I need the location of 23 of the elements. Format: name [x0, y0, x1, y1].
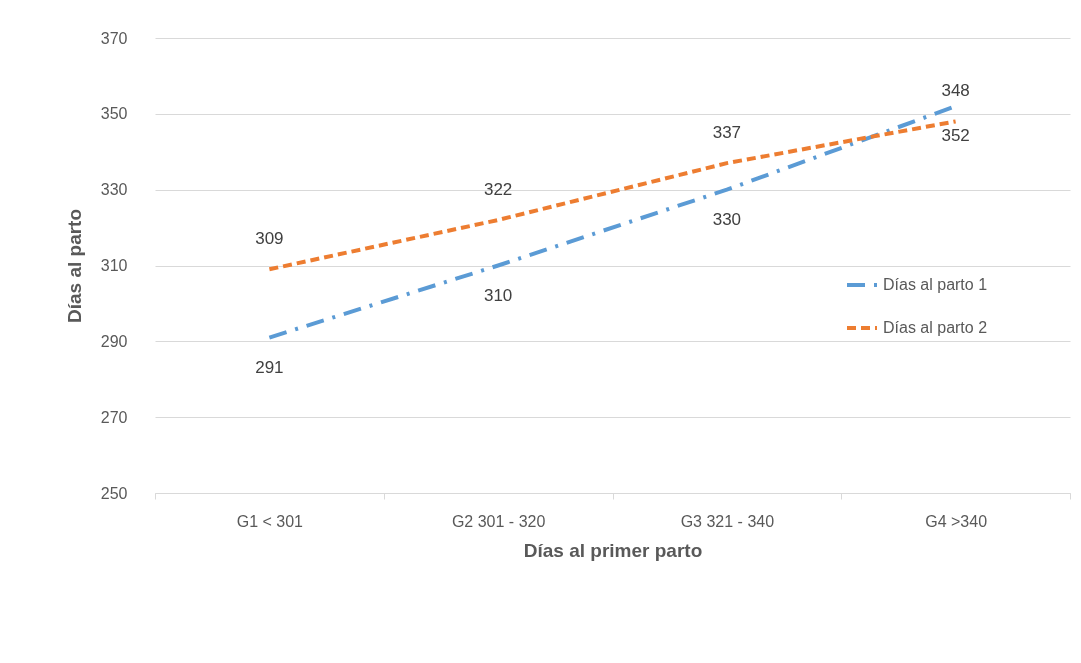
x-tick-label: G4 >340 — [925, 512, 988, 530]
data-label: 330 — [712, 209, 742, 229]
y-tick-label: 310 — [100, 257, 128, 274]
y-tick-label: 290 — [100, 332, 128, 350]
data-label: 309 — [255, 229, 284, 249]
x-tick-label: G3 321 - 340 — [680, 512, 775, 530]
x-tick-label: G2 301 - 320 — [451, 512, 546, 530]
y-tick-label: 330 — [100, 181, 128, 199]
data-label: 310 — [483, 285, 513, 305]
data-label: 322 — [483, 180, 513, 199]
data-label: 291 — [255, 357, 284, 377]
data-label: 337 — [712, 123, 742, 143]
x-tick-label: G1 < 301 — [236, 512, 304, 530]
legend-label: Días al parto 2 — [883, 319, 988, 336]
data-label: 348 — [941, 81, 970, 101]
data-label: 352 — [941, 126, 970, 146]
x-axis-title: Días al primer parto — [523, 539, 703, 561]
y-tick-label: 370 — [100, 29, 128, 47]
y-axis-title: Días al parto — [63, 208, 85, 324]
legend-label: Días al parto 1 — [883, 276, 988, 293]
y-tick-label: 270 — [100, 408, 128, 426]
y-tick-label: 250 — [100, 484, 128, 502]
y-tick-label: 350 — [100, 105, 128, 123]
